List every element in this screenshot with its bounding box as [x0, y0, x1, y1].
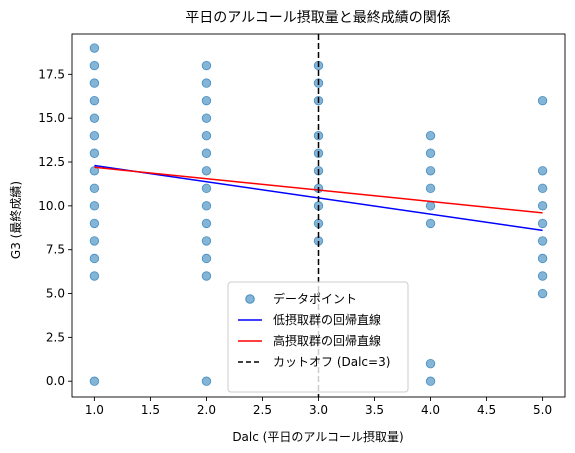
data-point — [537, 271, 548, 281]
legend-marker — [245, 294, 255, 304]
y-tick-label: 17.5 — [38, 67, 65, 81]
legend-label: 高摂取群の回帰直線 — [273, 333, 381, 348]
data-point — [425, 183, 436, 194]
data-point — [89, 148, 100, 158]
x-tick-label: 4.0 — [421, 403, 440, 417]
legend-box — [227, 281, 409, 393]
plot-area: 1.0 1.5 2.0 2.5 3.0 3.5 4.0 4.5 5.0 0.0 2.5 5.0 7.5 1… — [38, 33, 566, 417]
data-point — [537, 183, 548, 194]
data-point — [201, 78, 212, 88]
data-point — [537, 288, 548, 299]
data-point — [89, 271, 100, 281]
data-point — [89, 236, 100, 246]
data-point — [201, 183, 212, 194]
x-axis-label: Dalc (平日のアルコール摂取量) — [232, 429, 403, 444]
data-point — [89, 183, 100, 194]
data-point — [89, 376, 100, 386]
data-point — [89, 218, 100, 229]
legend-label: 低摂取群の回帰直線 — [273, 312, 381, 327]
data-point — [537, 218, 548, 229]
data-point — [425, 148, 436, 158]
data-point — [425, 376, 436, 386]
data-point — [89, 131, 100, 141]
y-tick-label: 15.0 — [38, 111, 65, 125]
data-point — [537, 236, 548, 246]
y-tick-label: 5.0 — [46, 287, 65, 301]
data-point — [201, 131, 212, 141]
x-tick-label: 2.0 — [197, 403, 216, 417]
data-point — [201, 148, 212, 158]
x-tick-label: 1.0 — [85, 403, 104, 417]
data-point — [89, 95, 100, 106]
data-point — [201, 376, 212, 386]
x-tick-label: 4.5 — [477, 403, 496, 417]
x-tick-label: 3.5 — [365, 403, 384, 417]
data-point — [89, 253, 100, 264]
data-point — [89, 43, 100, 53]
data-point — [425, 201, 436, 211]
data-point — [201, 113, 212, 123]
data-point — [425, 218, 436, 229]
x-tick-label: 1.5 — [141, 403, 160, 417]
data-point — [425, 131, 436, 141]
data-point — [201, 218, 212, 229]
y-tick-label: 0.0 — [46, 374, 65, 388]
legend-label: カットオフ (Dalc=3) — [273, 355, 390, 369]
data-point — [201, 166, 212, 176]
data-point — [537, 201, 548, 211]
data-point — [201, 95, 212, 106]
legend-label: データポイント — [273, 291, 357, 306]
data-point — [89, 201, 100, 211]
data-point — [201, 271, 212, 281]
data-point — [425, 358, 436, 369]
x-tick-label: 5.0 — [533, 403, 552, 417]
y-tick-label: 2.5 — [46, 330, 65, 344]
x-tick-label: 2.5 — [253, 403, 272, 417]
y-tick-label: 7.5 — [46, 243, 65, 257]
data-point — [89, 60, 100, 71]
data-point — [537, 95, 548, 106]
data-point — [89, 166, 100, 176]
chart-title: 平日のアルコール摂取量と最終成績の関係 — [185, 10, 451, 26]
data-point — [201, 201, 212, 211]
data-point — [537, 166, 548, 176]
y-tick-label: 10.0 — [38, 199, 65, 213]
data-point — [201, 236, 212, 246]
data-point — [537, 253, 548, 264]
data-point — [201, 253, 212, 264]
x-tick-label: 3.0 — [309, 403, 328, 417]
data-point — [89, 113, 100, 123]
data-point — [425, 166, 436, 176]
data-point — [89, 78, 100, 88]
y-axis-label: G3 (最終成績) — [8, 181, 23, 259]
data-point — [201, 60, 212, 71]
y-tick-label: 12.5 — [38, 155, 65, 169]
